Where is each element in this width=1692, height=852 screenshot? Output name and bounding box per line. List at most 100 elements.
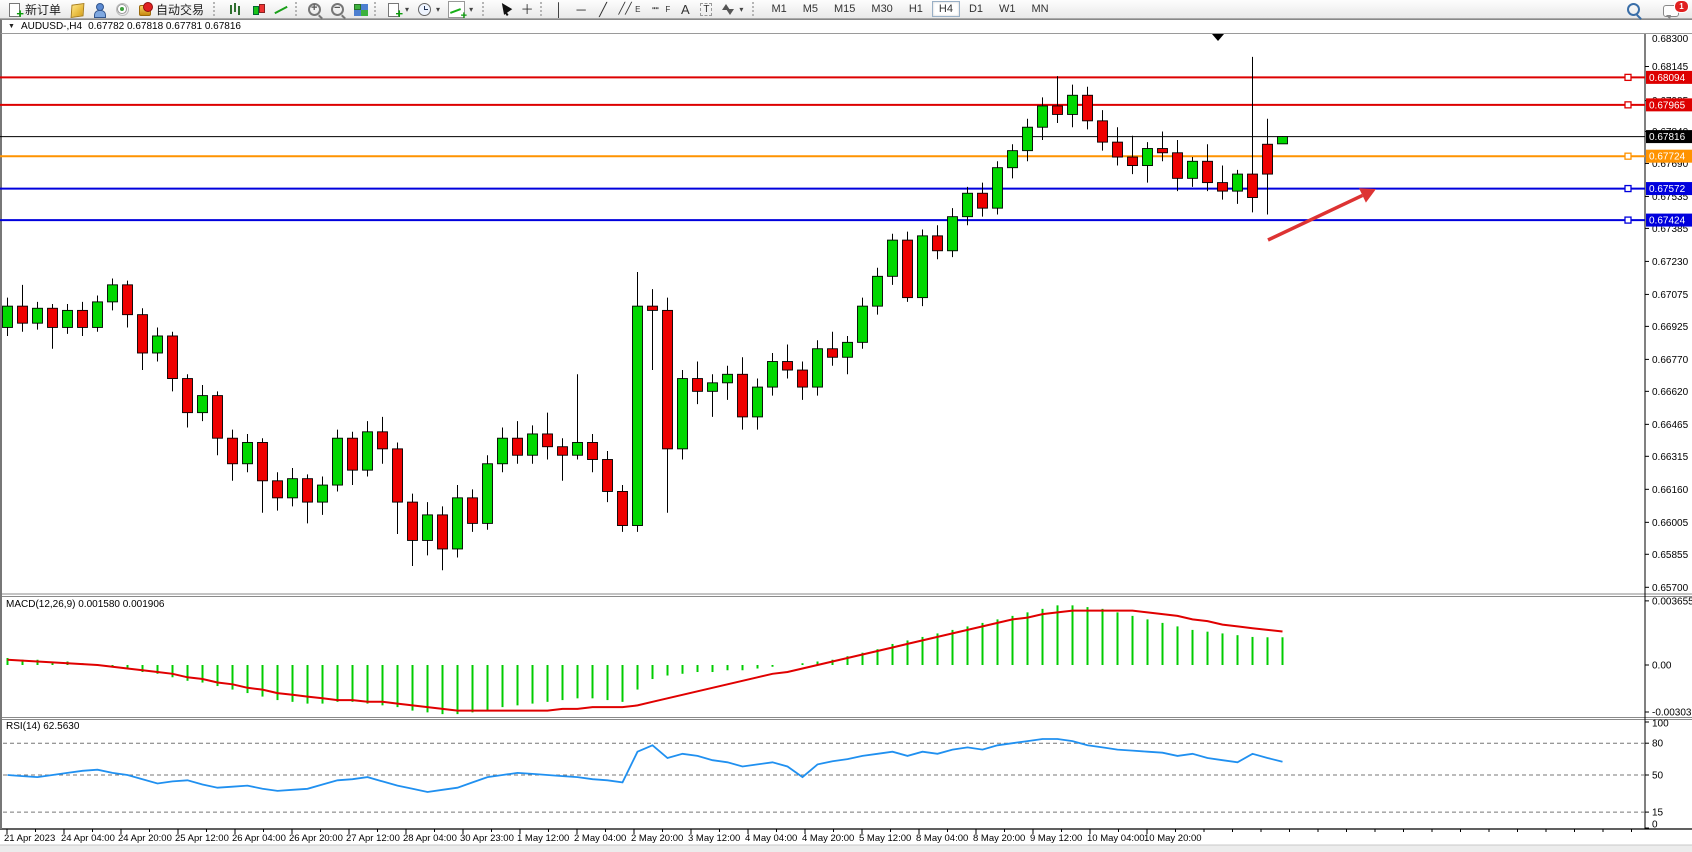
svg-text:0.66315: 0.66315 (1652, 452, 1689, 463)
tile-windows-icon (353, 2, 368, 17)
svg-text:26 Apr 20:00: 26 Apr 20:00 (289, 833, 343, 844)
fibonacci-button[interactable]: ┉ F (644, 1, 674, 17)
timeframe-H4[interactable]: H4 (931, 1, 960, 17)
trendline-icon: ╱ (599, 1, 607, 17)
svg-text:2 May 20:00: 2 May 20:00 (631, 833, 683, 844)
new-order-icon (7, 2, 24, 21)
svg-text:100: 100 (1652, 719, 1669, 730)
timeframe-H1[interactable]: H1 (908, 3, 923, 15)
chevron-down-icon: ▼ (8, 23, 15, 30)
timeframe-M5[interactable]: M5 (802, 3, 818, 15)
equidistant-channel-icon: ╱╱ (618, 2, 632, 15)
svg-text:4 May 20:00: 4 May 20:00 (802, 833, 854, 844)
search-icon (1627, 2, 1640, 16)
cursor-icon (497, 2, 512, 17)
toolbar-grip (752, 2, 758, 16)
timeframe-M1[interactable]: M1 (771, 3, 787, 15)
vertical-line-button[interactable]: │ (548, 1, 570, 17)
notification-badge: 1 (1674, 0, 1689, 13)
toolbar-grip (540, 2, 546, 16)
svg-text:26 Apr 04:00: 26 Apr 04:00 (232, 833, 286, 844)
indicators-icon (448, 0, 467, 22)
tile-windows-button[interactable] (349, 1, 372, 17)
timeframe-M30[interactable]: M30 (871, 3, 893, 15)
svg-text:1 May 12:00: 1 May 12:00 (517, 833, 569, 844)
search-button[interactable] (1622, 1, 1645, 17)
timeframe-W1[interactable]: W1 (999, 3, 1016, 15)
svg-text:25 Apr 12:00: 25 Apr 12:00 (175, 833, 229, 844)
timeframe-MN[interactable]: MN (1031, 3, 1049, 15)
period-button[interactable]: ▾ (413, 1, 444, 17)
toolbar-grip (374, 2, 380, 16)
svg-text:27 Apr 12:00: 27 Apr 12:00 (346, 833, 400, 844)
bar-chart-button[interactable] (224, 1, 247, 17)
svg-text:0.67424: 0.67424 (1649, 216, 1686, 227)
svg-text:10 May 20:00: 10 May 20:00 (1144, 833, 1202, 844)
signals-button[interactable] (111, 1, 134, 17)
quotes-button[interactable] (65, 1, 88, 18)
svg-text:21 Apr 2023: 21 Apr 2023 (4, 833, 55, 844)
zoom-in-button[interactable]: + (303, 1, 326, 17)
cursor-button[interactable] (493, 1, 516, 17)
trendline-button[interactable]: ╱ (592, 1, 614, 17)
svg-text:0.66160: 0.66160 (1652, 485, 1689, 496)
new-chart-button[interactable]: ▾ (382, 1, 413, 21)
timeframe-toolbar: M1 M5 M15 M30 H1 H4 D1 W1 MN (760, 0, 1059, 18)
svg-text:0.003655: 0.003655 (1652, 596, 1692, 607)
community-icon (92, 2, 107, 18)
new-order-button[interactable]: 新订单 (3, 1, 65, 21)
signals-icon (115, 2, 130, 17)
period-clock-icon (418, 2, 432, 16)
svg-text:0.68094: 0.68094 (1649, 73, 1686, 84)
svg-text:0.67724: 0.67724 (1649, 152, 1686, 163)
new-order-label: 新订单 (25, 2, 62, 17)
svg-text:4 May 04:00: 4 May 04:00 (745, 833, 797, 844)
autotrading-button[interactable]: 自动交易 (134, 1, 208, 17)
horizontal-line-button[interactable]: ─ (570, 1, 592, 17)
main-toolbar: 新订单 自动交易 + − ▾ ▾ ▾ ＋ (0, 0, 1692, 22)
svg-text:0.67572: 0.67572 (1649, 184, 1686, 195)
zoom-out-button[interactable]: − (326, 1, 349, 17)
zoom-in-icon: + (308, 2, 322, 16)
line-chart-button[interactable] (270, 1, 293, 17)
toolbar-grip (213, 2, 219, 16)
svg-text:8 May 04:00: 8 May 04:00 (916, 833, 968, 844)
crosshair-icon: ＋ (520, 1, 534, 17)
indicators-button[interactable]: ▾ (444, 0, 477, 22)
crosshair-button[interactable]: ＋ (516, 1, 538, 17)
svg-text:0.66005: 0.66005 (1652, 518, 1689, 529)
svg-text:-0.00303: -0.00303 (1652, 708, 1692, 719)
svg-text:24 Apr 04:00: 24 Apr 04:00 (61, 833, 115, 844)
svg-text:0.67965: 0.67965 (1649, 100, 1686, 111)
text-button[interactable]: A (674, 1, 696, 17)
svg-text:15: 15 (1652, 808, 1664, 819)
candlestick-chart-button[interactable] (247, 1, 270, 17)
svg-text:50: 50 (1652, 771, 1664, 782)
quotes-icon (70, 2, 85, 18)
equidistant-channel-button[interactable]: ╱╱ E (618, 2, 641, 15)
svg-text:0.68300: 0.68300 (1652, 34, 1689, 45)
svg-text:80: 80 (1652, 739, 1664, 750)
horizontal-line-icon: ─ (576, 1, 586, 17)
timeframe-M15[interactable]: M15 (834, 3, 856, 15)
autotrading-label: 自动交易 (156, 2, 205, 17)
community-button[interactable] (88, 1, 111, 18)
svg-text:0.65700: 0.65700 (1652, 583, 1689, 594)
svg-text:8 May 20:00: 8 May 20:00 (973, 833, 1025, 844)
svg-text:9 May 12:00: 9 May 12:00 (1030, 833, 1082, 844)
chart-titlebar[interactable]: ▼ AUDUSD-,H4 0.67782 0.67818 0.67781 0.6… (0, 19, 1692, 34)
svg-text:0.66620: 0.66620 (1652, 387, 1689, 398)
text-label-button[interactable]: T (696, 1, 716, 17)
svg-text:0.00: 0.00 (1652, 661, 1672, 672)
candlestick-chart-icon (251, 2, 266, 17)
macd-label: MACD(12,26,9) 0.001580 0.001906 (6, 599, 165, 610)
svg-text:0.67075: 0.67075 (1652, 290, 1689, 301)
notifications-button[interactable]: 1 (1659, 0, 1689, 20)
arrows-button[interactable]: ▾ (716, 1, 747, 17)
chart-symbol-period: AUDUSD-,H4 (20, 21, 83, 32)
chart-ohlc-values: 0.67782 0.67818 0.67781 0.67816 (88, 21, 241, 32)
timeframe-D1[interactable]: D1 (968, 3, 983, 15)
svg-text:0.65855: 0.65855 (1652, 550, 1689, 561)
svg-text:0.67535: 0.67535 (1652, 192, 1689, 203)
